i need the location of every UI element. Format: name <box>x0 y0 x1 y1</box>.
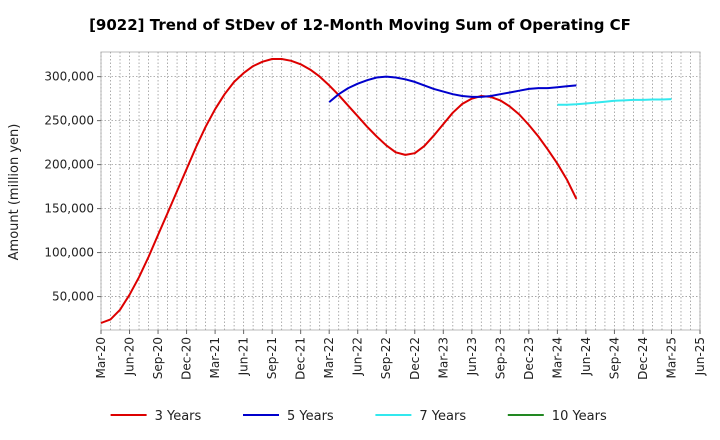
x-tick-label: Mar-21 <box>208 337 222 378</box>
x-tick-label: Sep-20 <box>151 337 165 379</box>
plot-frame <box>100 51 701 331</box>
x-tick-label: Dec-24 <box>636 337 650 380</box>
x-tick-label: Jun-24 <box>579 337 593 376</box>
chart-title: [9022] Trend of StDev of 12-Month Moving… <box>89 16 631 34</box>
y-tick-label: 250,000 <box>44 114 94 128</box>
x-tick-label: Dec-22 <box>408 337 422 380</box>
y-tick-label: 300,000 <box>44 70 94 84</box>
series-line-7-years <box>557 98 672 106</box>
legend-label: 3 Years <box>155 409 202 424</box>
legend-label: 7 Years <box>419 409 466 424</box>
legend-label: 10 Years <box>552 409 607 424</box>
x-tick-label: Jun-21 <box>237 337 251 376</box>
legend: 3 Years 5 Years 7 Years 10 Years <box>110 409 607 424</box>
legend-label: 5 Years <box>287 409 334 424</box>
series-line-5-years <box>328 75 577 103</box>
x-tick-label: Sep-23 <box>493 337 507 379</box>
y-axis-label: Amount (million yen) <box>7 124 22 261</box>
x-tick-label: Dec-20 <box>180 337 194 380</box>
x-tick-label: Jun-25 <box>693 337 707 376</box>
y-tick-label: 100,000 <box>44 246 94 260</box>
x-tick-label: Mar-25 <box>664 337 678 378</box>
x-tick-label: Jun-20 <box>123 337 137 376</box>
x-tick-label: Mar-24 <box>550 337 564 378</box>
x-tick-label: Sep-22 <box>379 337 393 379</box>
y-tick-label: 50,000 <box>52 290 94 304</box>
plot-area: 50,000 100,000 150,000 200,000 250,000 300,00… <box>44 51 707 380</box>
x-tick-label: Mar-23 <box>436 337 450 378</box>
x-tick-label: Jun-23 <box>465 337 479 376</box>
x-tick-label: Dec-23 <box>522 337 536 380</box>
x-tick-label: Dec-21 <box>294 337 308 380</box>
x-tick-label: Mar-20 <box>94 337 108 378</box>
x-tick-label: Jun-22 <box>351 337 365 376</box>
x-tick-label: Mar-22 <box>322 337 336 378</box>
y-tick-label: 150,000 <box>44 202 94 216</box>
x-tick-label: Sep-21 <box>265 337 279 379</box>
x-tick-label: Sep-24 <box>607 337 621 379</box>
y-tick-label: 200,000 <box>44 158 94 172</box>
